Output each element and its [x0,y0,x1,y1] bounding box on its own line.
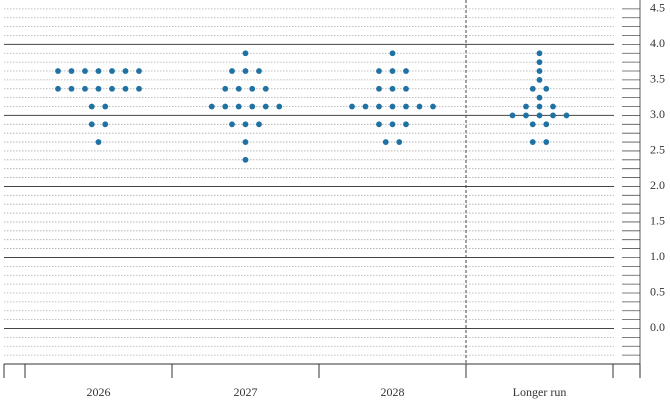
dot [55,85,61,92]
dot [109,85,115,92]
dot [109,68,115,74]
dot [536,94,543,101]
dot [523,112,529,119]
dot [242,50,249,57]
dot [403,103,409,110]
dot [376,68,382,74]
dot [389,121,396,128]
dot [242,156,249,163]
dot [68,85,75,92]
dot [208,103,215,110]
dot [249,85,256,92]
dot [536,77,543,83]
dot [122,68,129,74]
dot [550,112,556,119]
y-tick-label: 3.5 [650,72,665,86]
dot [396,139,403,145]
dot [235,103,242,110]
y-tick-label: 1.0 [650,249,665,263]
x-tick-label: 2027 [234,385,258,399]
y-tick-label: 1.5 [650,214,665,228]
dot [349,103,355,110]
dot [529,121,536,128]
dot [536,68,543,74]
dot [536,103,543,110]
y-tick-label: 0.0 [650,320,665,334]
dot [529,139,536,145]
dot [376,121,382,128]
y-tick-label: 3.0 [650,107,665,121]
dot [222,85,229,92]
dot [403,121,409,128]
dot [235,85,242,92]
dot [543,139,550,145]
dot [256,121,262,128]
dot [389,85,396,92]
dot [122,85,129,92]
dot [262,85,269,92]
x-tick-label: Longer run [513,385,567,399]
dot [536,59,543,66]
dot [376,85,382,92]
dot [403,85,409,92]
dot [376,103,382,110]
dot [95,139,102,145]
dot [262,103,269,110]
dot [102,121,109,128]
dot [563,112,570,119]
dot [68,68,75,74]
dot [249,103,256,110]
dot [509,112,516,119]
dot [82,85,88,92]
dot [222,103,229,110]
dot [382,139,389,145]
dot [389,103,396,110]
dot [523,103,529,110]
dot [102,103,109,110]
dot [403,68,409,74]
dot [242,68,249,74]
y-tick-label: 2.0 [650,178,665,192]
y-tick-label: 0.5 [650,285,665,299]
dot [536,50,543,57]
dot [95,85,102,92]
dot [430,103,436,110]
dot [543,85,550,92]
dot [229,121,235,128]
dot [88,103,95,110]
dot [362,103,369,110]
dot [242,121,249,128]
dot [389,50,396,57]
x-tick-label: 2026 [87,385,111,399]
dot [536,112,543,119]
y-tick-label: 4.5 [650,1,665,15]
x-tick-label: 2028 [381,385,405,399]
dot [95,68,102,74]
dot [242,139,249,145]
dot [88,121,95,128]
y-tick-label: 4.0 [650,36,665,50]
dot [229,68,235,74]
dot [136,68,142,74]
dot [529,85,536,92]
dot [55,68,61,74]
dot [416,103,423,110]
dot [550,103,556,110]
dot [276,103,283,110]
dot [389,68,396,74]
dot [256,68,262,74]
y-tick-label: 2.5 [650,143,665,157]
dot [136,85,142,92]
dot [543,121,550,128]
dot [82,68,88,74]
